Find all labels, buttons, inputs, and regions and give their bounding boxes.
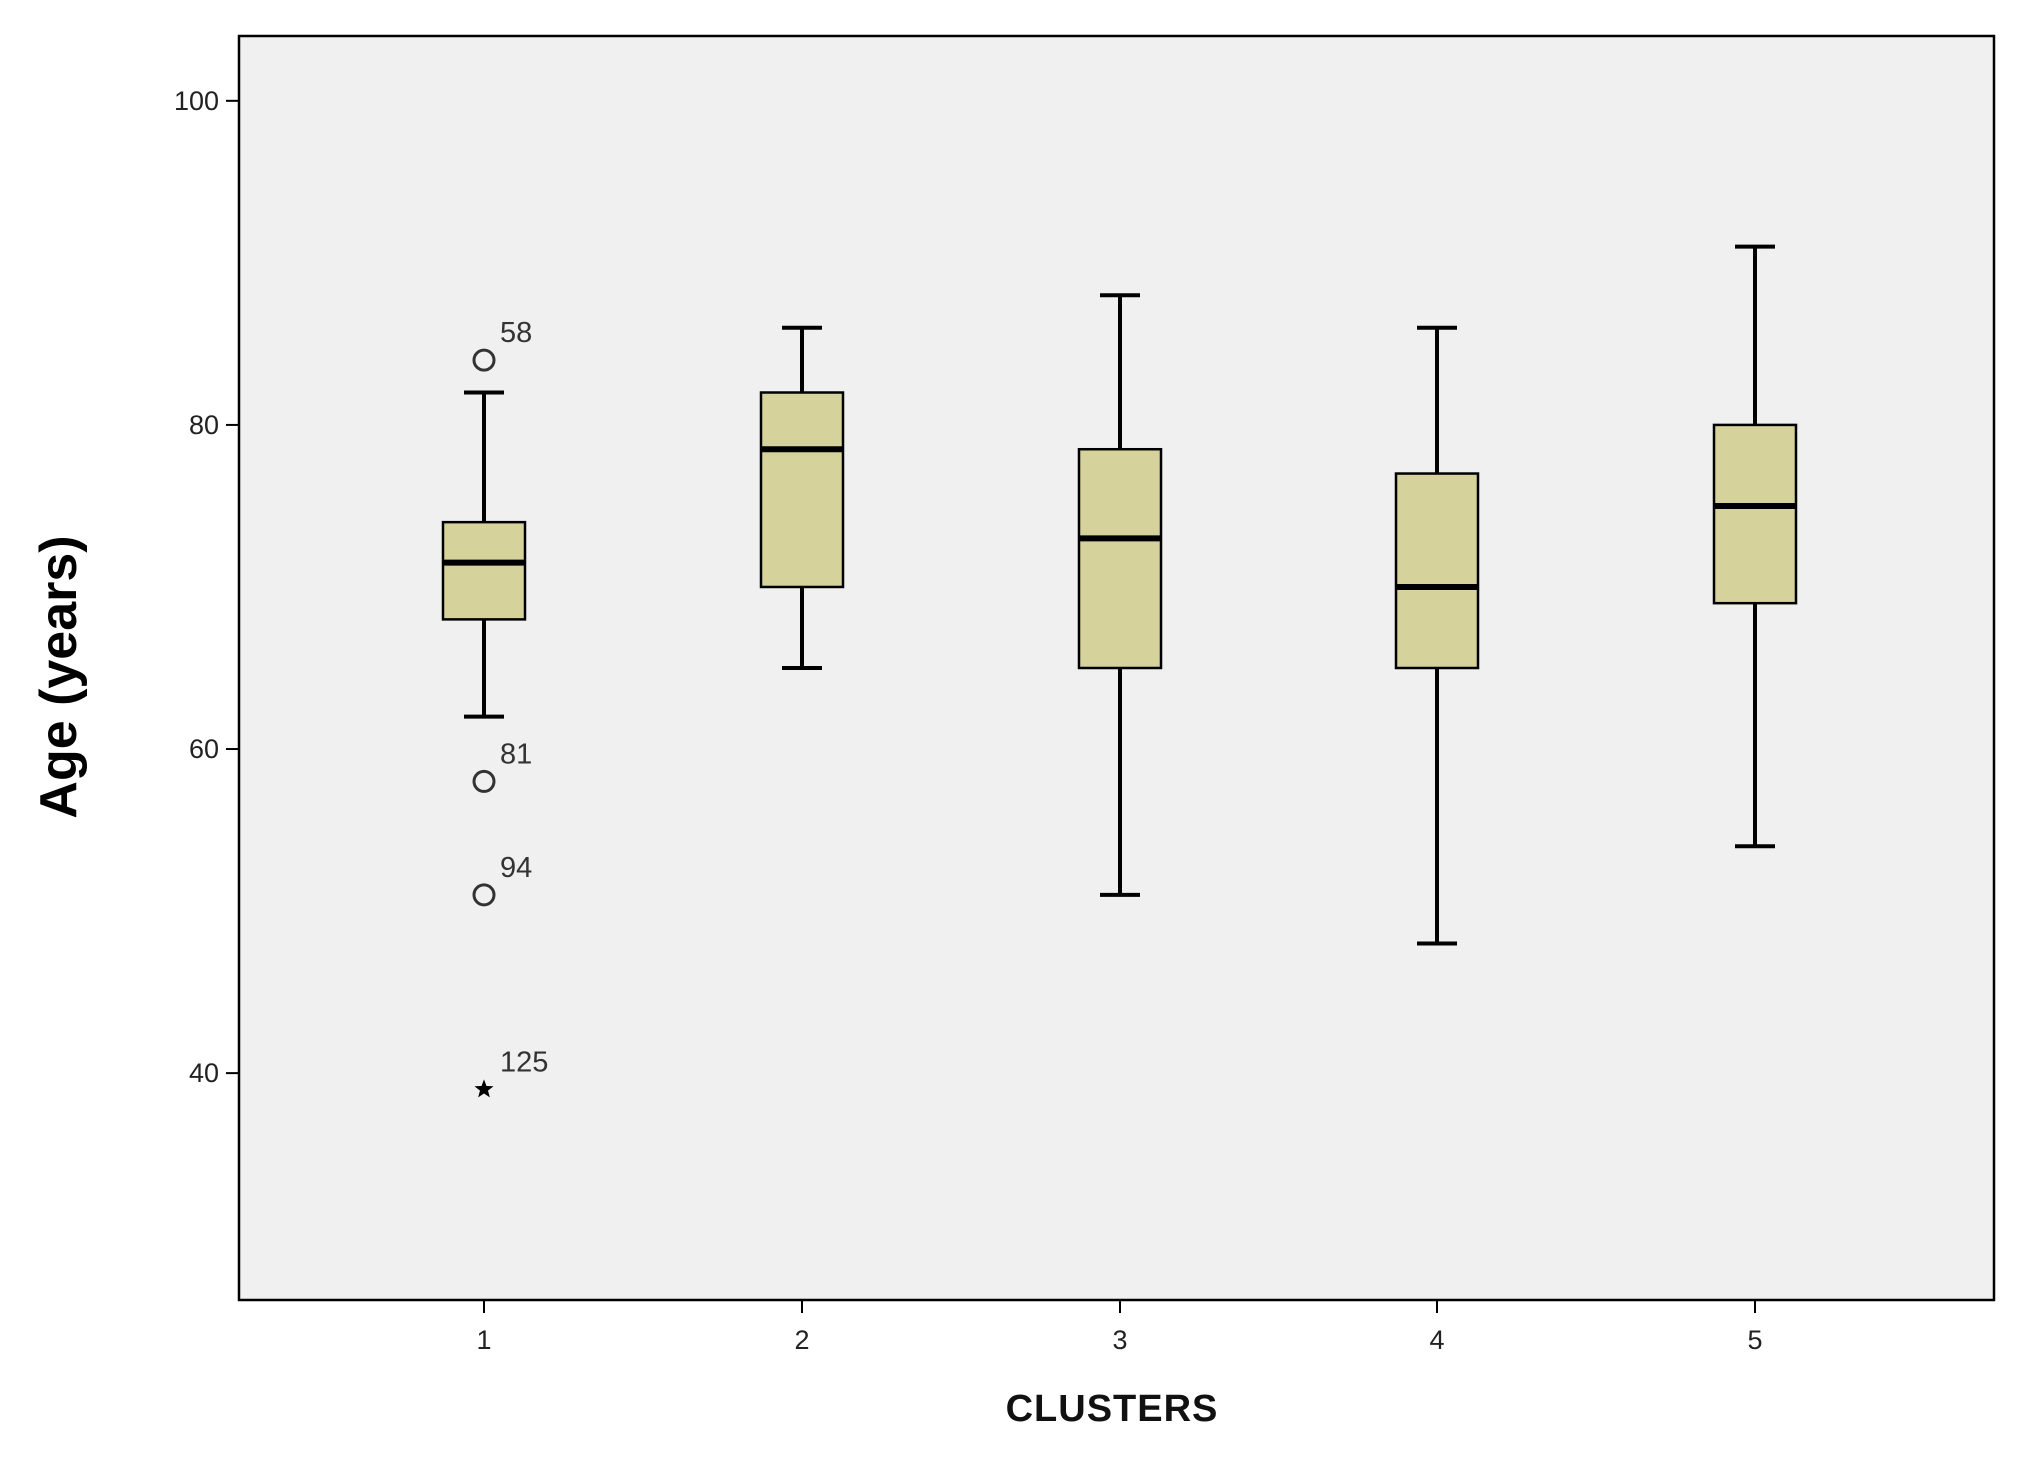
box-cluster-4 <box>1394 325 1480 946</box>
iqr-box <box>1712 423 1798 605</box>
box-cluster-2 <box>759 325 845 670</box>
outlier-label: 81 <box>500 738 532 770</box>
outlier-circle-marker <box>472 348 496 372</box>
outlier-58: 58 <box>472 317 532 372</box>
iqr-box <box>1077 447 1163 670</box>
box-cluster-3 <box>1077 293 1163 897</box>
x-tick-label: 4 <box>1429 1325 1444 1355</box>
outlier-label: 94 <box>500 852 532 884</box>
outlier-circle-marker <box>472 883 496 907</box>
y-axis-title: Age (years) <box>30 535 88 818</box>
x-axis-title: CLUSTERS <box>1006 1388 1219 1430</box>
outlier-circle-marker <box>472 769 496 793</box>
x-tick-label: 3 <box>1112 1325 1127 1355</box>
box-cluster-5 <box>1712 244 1798 849</box>
outlier-label: 58 <box>500 317 532 349</box>
y-axis: 40 60 80 100 <box>174 86 239 1088</box>
y-tick-label: 100 <box>174 86 219 116</box>
iqr-box <box>1394 472 1480 670</box>
outlier-94: 94 <box>472 852 532 907</box>
x-axis: 1 2 3 4 5 <box>476 1300 1763 1355</box>
outlier-series: 58 81 94 125 <box>472 317 548 1098</box>
iqr-box <box>759 391 845 589</box>
outlier-81: 81 <box>472 738 532 793</box>
x-tick-label: 2 <box>794 1325 809 1355</box>
outlier-star-marker <box>474 1079 494 1098</box>
iqr-box <box>441 520 527 621</box>
y-tick-label: 40 <box>189 1058 219 1088</box>
y-tick-label: 60 <box>189 734 219 764</box>
x-tick-label: 5 <box>1747 1325 1762 1355</box>
outlier-125: 125 <box>474 1046 548 1098</box>
outlier-label: 125 <box>500 1046 548 1078</box>
y-tick-label: 80 <box>189 410 219 440</box>
x-tick-label: 1 <box>476 1325 491 1355</box>
box-series <box>441 244 1798 946</box>
box-cluster-1 <box>441 390 527 719</box>
